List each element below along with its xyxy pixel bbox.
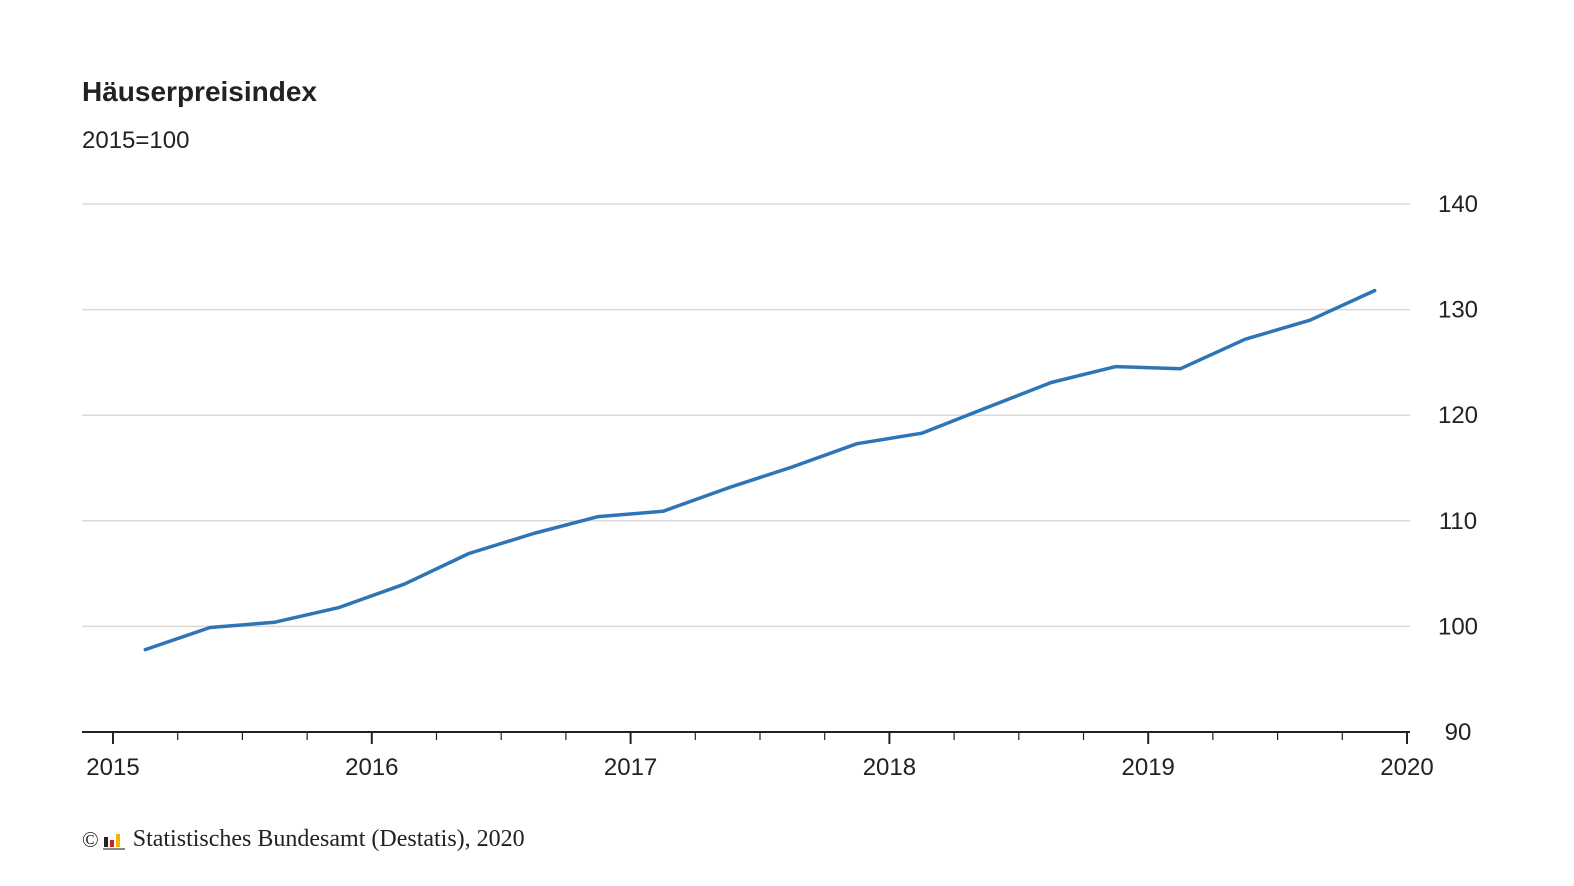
series-line bbox=[143, 288, 1377, 652]
data-point bbox=[984, 406, 989, 410]
x-tick-label: 2017 bbox=[604, 754, 657, 781]
x-tick-label: 2019 bbox=[1122, 754, 1175, 781]
destatis-logo-icon bbox=[102, 833, 125, 850]
x-tick-label: 2020 bbox=[1380, 754, 1433, 781]
series-layer bbox=[143, 288, 1377, 652]
source-text: Statistisches Bundesamt (Destatis), 2020 bbox=[132, 826, 525, 852]
y-axis: 90 100 110 120 130 140 bbox=[1438, 191, 1478, 746]
data-point bbox=[920, 431, 924, 435]
data-point bbox=[531, 531, 536, 536]
chart-title: Häuserpreisindex bbox=[82, 76, 317, 107]
x-tick-label: 2015 bbox=[86, 754, 139, 781]
data-point bbox=[726, 486, 730, 490]
copyright-symbol: © bbox=[82, 826, 99, 852]
chart-subtitle: 2015=100 bbox=[82, 127, 190, 154]
y-tick-label: 140 bbox=[1438, 191, 1478, 218]
data-point bbox=[661, 509, 665, 513]
data-point bbox=[855, 442, 859, 446]
grid-lines bbox=[82, 203, 1410, 628]
data-point bbox=[273, 620, 277, 624]
y-tick-label: 110 bbox=[1439, 508, 1477, 535]
data-point bbox=[1373, 288, 1377, 293]
data-point bbox=[1308, 318, 1312, 322]
data-point bbox=[337, 605, 342, 609]
data-point bbox=[790, 465, 794, 469]
data-point bbox=[596, 514, 600, 519]
data-point bbox=[467, 551, 471, 556]
y-tick-label: 120 bbox=[1438, 402, 1478, 429]
x-axis: 2015 2016 2017 2018 2019 2020 bbox=[82, 731, 1434, 781]
data-point bbox=[1114, 365, 1118, 369]
x-tick-label: 2016 bbox=[345, 754, 398, 781]
y-tick-label: 130 bbox=[1438, 297, 1478, 324]
data-point bbox=[143, 648, 147, 652]
source-line: © Statistisches Bundesamt (Destatis), 20… bbox=[82, 826, 525, 853]
y-tick-label: 100 bbox=[1438, 613, 1478, 640]
data-point bbox=[1049, 380, 1053, 385]
data-point bbox=[1243, 337, 1247, 341]
x-tick-label: 2018 bbox=[863, 754, 916, 781]
data-point bbox=[402, 582, 406, 586]
data-point bbox=[208, 625, 212, 630]
data-point bbox=[1178, 367, 1183, 371]
y-tick-label: 90 bbox=[1445, 719, 1472, 746]
